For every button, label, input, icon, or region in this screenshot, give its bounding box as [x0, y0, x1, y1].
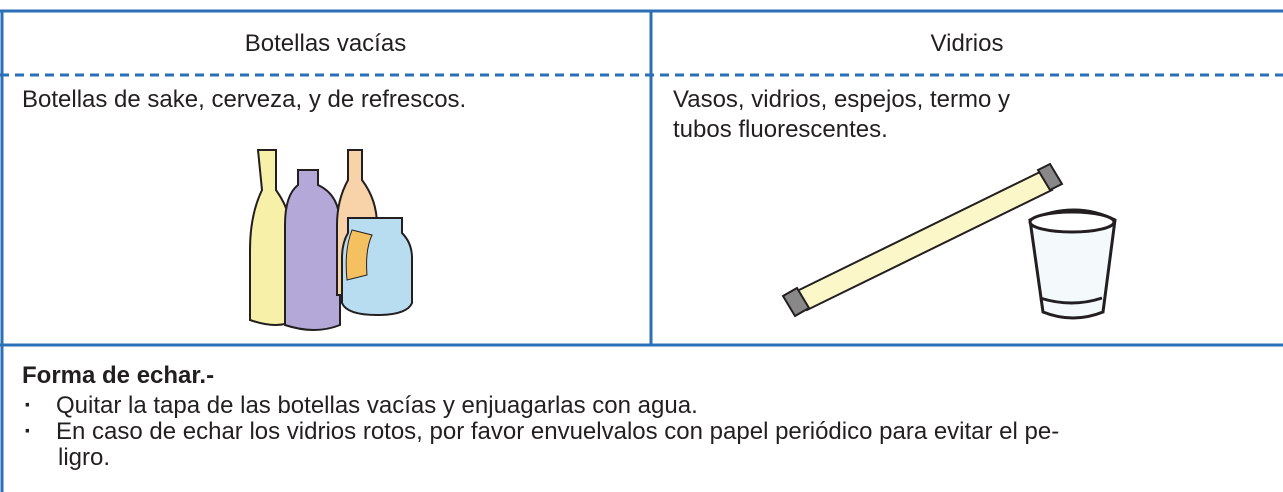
instruction-text: En caso de echar los vidrios rotos, por …	[56, 418, 1060, 445]
cell-text: tubos fluorescentes.	[673, 116, 888, 143]
cell-text: Vasos, vidrios, espejos, termo y	[673, 86, 1011, 113]
column-header: Botellas vacías	[244, 30, 407, 57]
instruction-text: ligro.	[58, 444, 111, 471]
instruction-text: Quitar la tapa de las botellas vacías y …	[56, 392, 698, 419]
section-title: Forma de echar.-	[22, 362, 215, 389]
cell-text: Botellas de sake, cerveza, y de refresco…	[22, 86, 467, 113]
bullet: ·	[24, 392, 32, 419]
bullet: ·	[24, 418, 32, 445]
column-header: Vidrios	[930, 30, 1004, 57]
